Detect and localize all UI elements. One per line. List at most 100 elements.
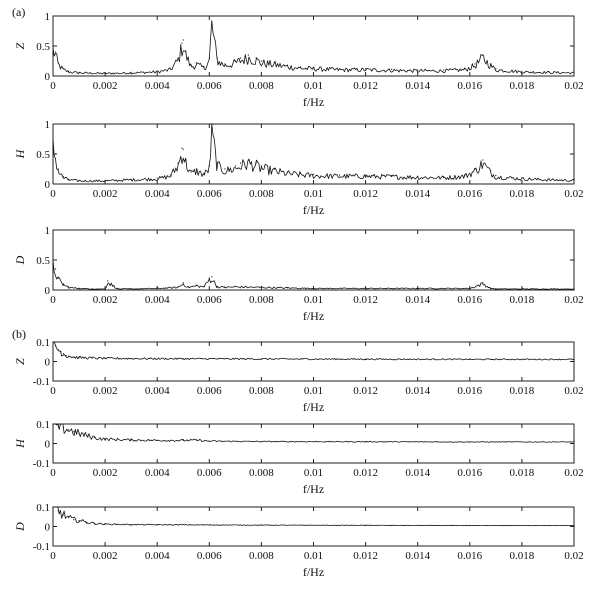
data-point xyxy=(62,283,65,285)
x-tick-label: 0.014 xyxy=(405,550,430,562)
data-point xyxy=(182,282,184,284)
data-point xyxy=(521,70,523,72)
data-point xyxy=(255,57,257,59)
data-point xyxy=(177,57,179,59)
data-point xyxy=(177,162,179,164)
data-point xyxy=(573,524,575,527)
x-tick-label: 0.016 xyxy=(457,294,482,306)
x-tick-label: 0.014 xyxy=(405,467,430,479)
data-point xyxy=(521,288,523,290)
data-point xyxy=(62,353,65,355)
data-point xyxy=(156,524,158,526)
data-point xyxy=(182,39,184,41)
data-point xyxy=(547,71,549,73)
data-point xyxy=(216,162,218,164)
x-tick-label: 0.018 xyxy=(510,294,535,306)
data-point xyxy=(463,174,466,176)
x-tick-label: 0.014 xyxy=(405,385,430,397)
x-tick-label: 0.008 xyxy=(249,385,274,397)
data-point xyxy=(181,147,183,149)
x-tick-label: 0.01 xyxy=(304,188,323,200)
x-axis-label: f/Hz xyxy=(303,203,324,217)
data-point xyxy=(169,68,171,70)
data-point xyxy=(365,174,367,176)
data-point xyxy=(130,357,132,360)
data-point xyxy=(117,288,119,290)
data-point xyxy=(130,523,132,526)
data-point xyxy=(273,168,276,170)
x-tick-label: 0.004 xyxy=(145,467,170,479)
data-point xyxy=(68,70,70,72)
x-tick-label: 0.02 xyxy=(564,188,583,200)
data-point xyxy=(94,437,96,439)
data-point xyxy=(73,356,75,358)
data-point xyxy=(78,520,80,522)
x-tick-label: 0.01 xyxy=(304,294,323,306)
data-point xyxy=(234,165,236,167)
data-point xyxy=(547,178,549,180)
y-tick-label: 0 xyxy=(45,357,51,369)
y-axis-label: D xyxy=(13,522,27,532)
y-axis-label: Z xyxy=(13,358,27,365)
data-point xyxy=(78,179,80,181)
data-point xyxy=(57,62,59,64)
x-tick-label: 0.004 xyxy=(145,80,170,92)
data-point xyxy=(260,524,262,526)
data-point xyxy=(208,165,210,167)
x-tick-label: 0.018 xyxy=(510,385,535,397)
data-point xyxy=(521,177,523,179)
data-point xyxy=(260,286,262,288)
data-point xyxy=(68,355,70,357)
data-point xyxy=(78,433,80,435)
data-point xyxy=(169,174,171,176)
data-point xyxy=(68,517,70,519)
data-point xyxy=(573,288,575,290)
x-tick-label: 0.018 xyxy=(510,80,535,92)
x-tick-label: 0.01 xyxy=(304,467,323,479)
data-point xyxy=(55,153,57,155)
data-point xyxy=(573,179,575,181)
chart-2: 0 0.002 0.004 0.006 0.008 0.01 0.012 0.014 0.016… xyxy=(13,225,584,323)
data-point xyxy=(469,287,471,289)
data-point xyxy=(104,179,106,181)
y-tick-label: 0 xyxy=(45,179,51,191)
x-tick-label: 0.008 xyxy=(249,294,274,306)
x-axis-label: f/Hz xyxy=(303,482,324,496)
data-point xyxy=(86,521,88,523)
chart-4: 0 0.002 0.004 0.006 0.008 0.01 0.012 0.014 0.016… xyxy=(13,419,584,496)
x-tick-label: 0.006 xyxy=(197,467,222,479)
data-point xyxy=(312,67,315,69)
data-point xyxy=(208,524,210,526)
plot-frame xyxy=(52,123,575,185)
data-point xyxy=(86,435,88,437)
data-point xyxy=(78,71,80,73)
y-tick-label: -0.1 xyxy=(33,541,50,553)
plot-frame xyxy=(52,423,575,464)
data-point xyxy=(177,286,179,288)
data-point xyxy=(469,524,471,527)
x-tick-label: 0.012 xyxy=(353,80,378,92)
x-tick-label: 0.008 xyxy=(249,188,274,200)
y-tick-label: 0 xyxy=(45,71,51,83)
data-point xyxy=(130,439,132,441)
data-point xyxy=(57,277,59,279)
x-tick-label: 0.016 xyxy=(457,550,482,562)
y-tick-label: 1 xyxy=(45,119,51,131)
panel-label-b: (b) xyxy=(12,327,26,341)
data-point xyxy=(365,68,367,70)
x-tick-label: 0.02 xyxy=(564,294,583,306)
data-point xyxy=(52,262,54,264)
data-point xyxy=(65,355,67,357)
x-tick-label: 0.016 xyxy=(457,467,482,479)
x-tick-label: 0.002 xyxy=(93,80,118,92)
data-point xyxy=(62,176,65,178)
data-point xyxy=(55,345,57,347)
chart-5: 0 0.002 0.004 0.006 0.008 0.01 0.012 0.014 0.016… xyxy=(13,502,584,579)
data-point xyxy=(211,15,213,17)
chart-3: 0 0.002 0.004 0.006 0.008 0.01 0.012 0.014 0.016… xyxy=(13,337,584,414)
data-point xyxy=(156,70,158,72)
data-point xyxy=(312,173,315,175)
x-tick-label: 0.014 xyxy=(405,188,430,200)
y-tick-label: 0 xyxy=(45,285,51,297)
